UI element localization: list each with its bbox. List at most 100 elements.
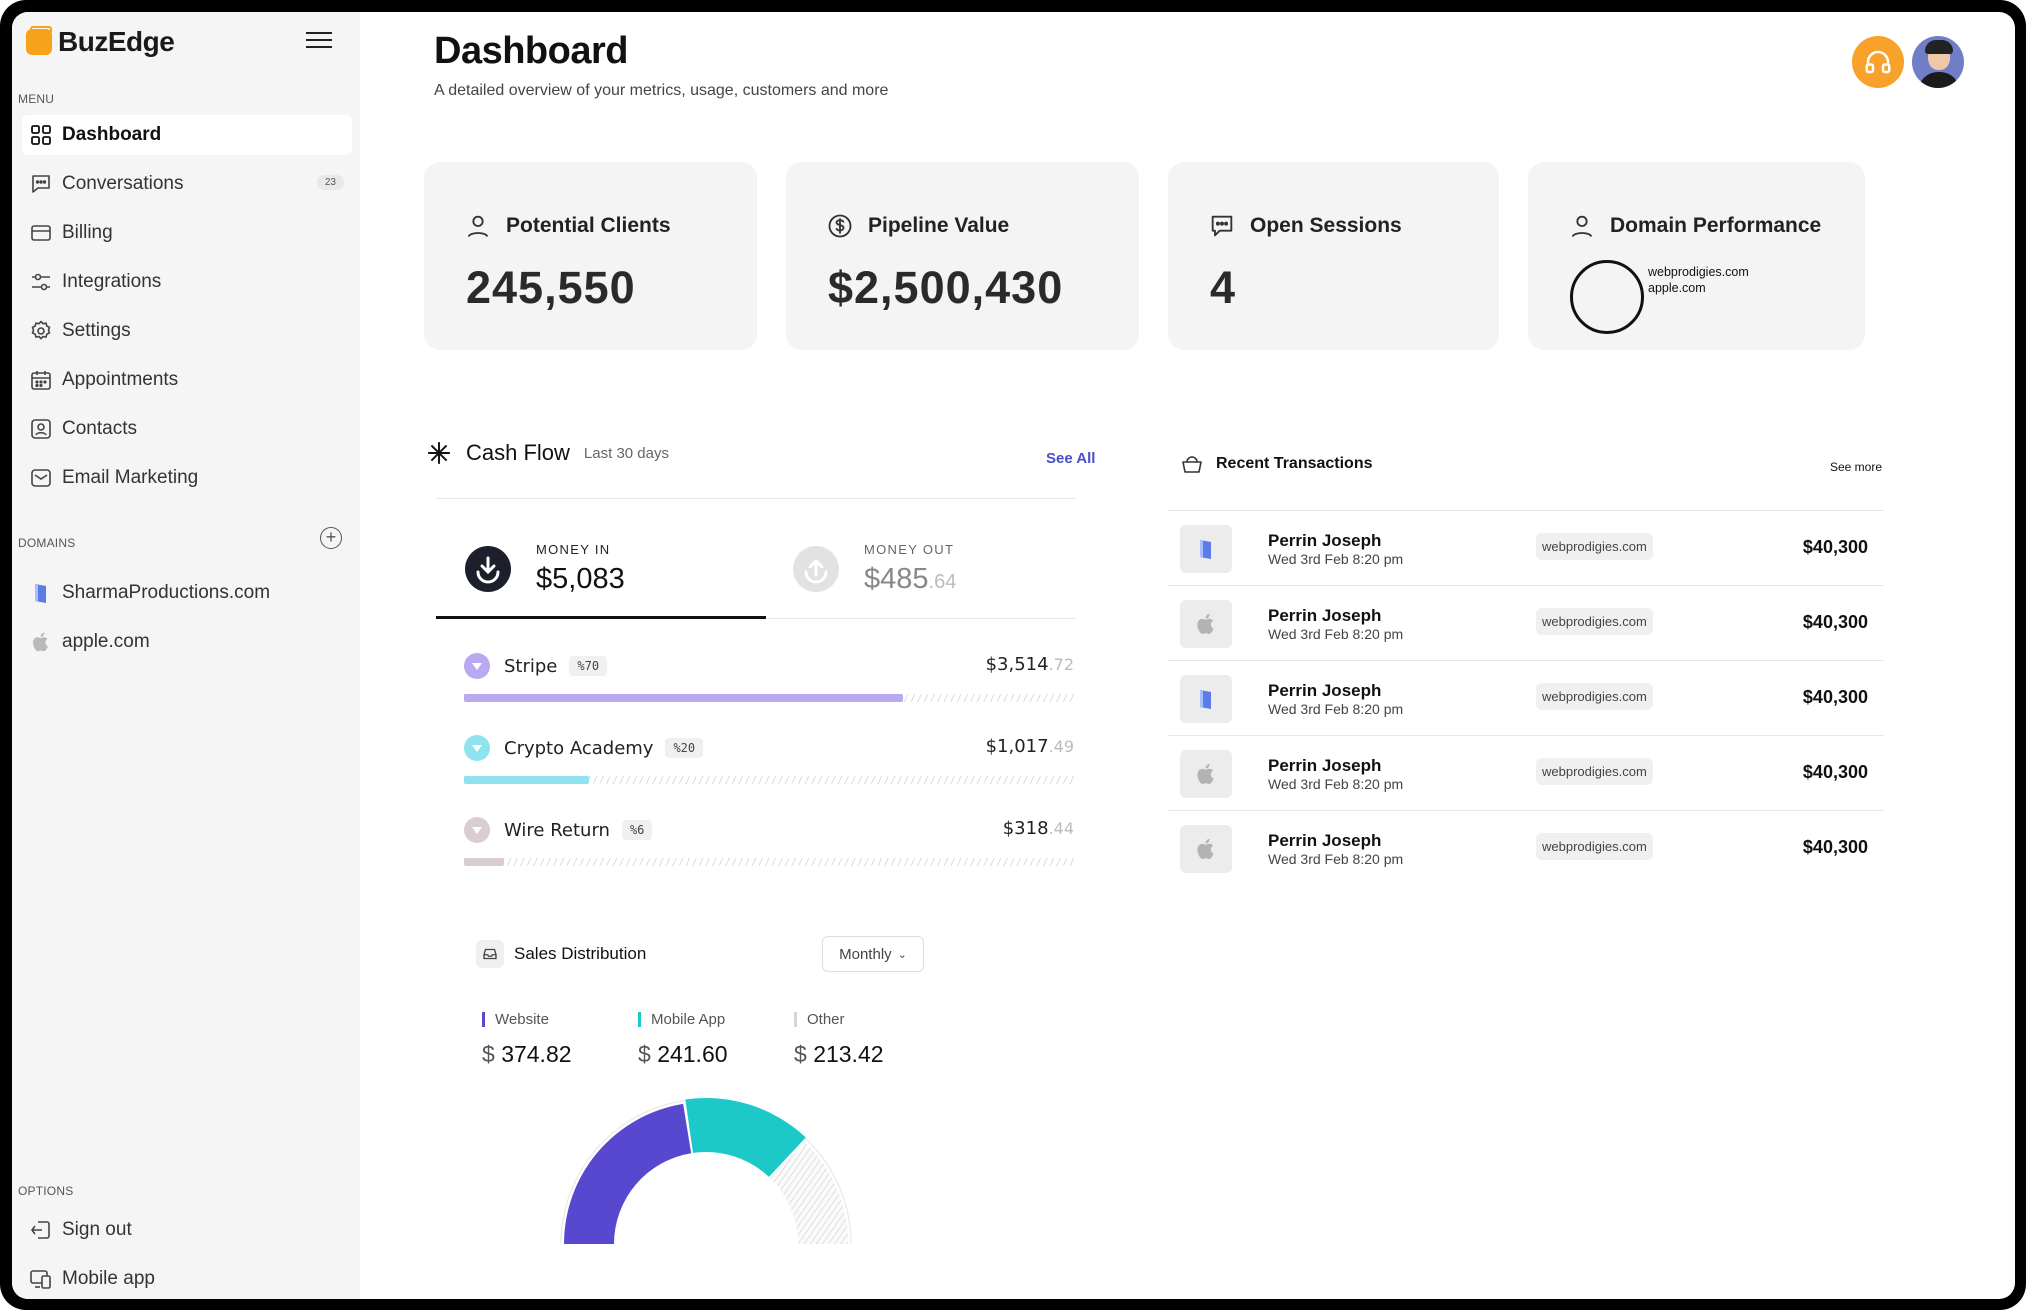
source-progress-bar — [464, 858, 1074, 866]
stat-value: 245,550 — [466, 262, 636, 313]
sales-legend-item: Other $ 213.42 — [794, 1012, 884, 1068]
legend-value: $ 374.82 — [482, 1041, 572, 1067]
stat-card-domain-performance: Domain Performance webprodigies.com appl… — [1528, 162, 1865, 350]
source-progress-bar — [464, 694, 1074, 702]
inbox-icon — [476, 940, 504, 968]
money-in-tab[interactable]: MONEY IN $5,083 — [464, 542, 625, 596]
legend-name: Mobile App — [638, 1012, 728, 1027]
cashflow-source-row[interactable]: Stripe %70 $3,514.72 — [464, 652, 1074, 702]
transaction-amount: $40,300 — [1802, 837, 1868, 857]
domains-section-label: DOMAINS — [18, 536, 76, 550]
chevron-down-icon: ⌄ — [897, 948, 907, 961]
transaction-row[interactable]: Perrin Joseph Wed 3rd Feb 8:20 pm webprodi… — [1168, 810, 1884, 885]
triangle-down-icon — [464, 817, 490, 843]
transaction-name: Perrin Joseph — [1268, 756, 1382, 775]
apple-icon — [1180, 825, 1232, 873]
main-content: Dashboard A detailed overview of your me… — [360, 12, 2015, 1299]
cashflow-source-row[interactable]: Wire Return %6 $318.44 — [464, 816, 1074, 866]
sidebar-item-dashboard[interactable]: Dashboard — [22, 115, 352, 155]
transaction-amount: $40,300 — [1802, 537, 1868, 557]
legend-value: $ 241.60 — [638, 1041, 728, 1067]
apple-icon — [1180, 750, 1232, 798]
sidebar-domain-apple[interactable]: apple.com — [22, 622, 352, 662]
money-in-value: $5,083 — [536, 563, 625, 595]
source-percent: %70 — [569, 656, 608, 676]
transaction-amount: $40,300 — [1802, 687, 1868, 707]
mobile-app-button[interactable]: Mobile app — [22, 1259, 352, 1299]
signout-icon — [28, 1217, 54, 1243]
sidebar-item-label: Billing — [62, 222, 113, 243]
sidebar-item-billing[interactable]: Billing — [22, 213, 352, 253]
sidebar-item-integrations[interactable]: Integrations — [22, 262, 352, 302]
cashflow-source-row[interactable]: Crypto Academy %20 $1,017.49 — [464, 734, 1074, 784]
divider — [1168, 810, 1884, 811]
basket-icon — [1182, 456, 1202, 473]
sidebar-item-label: Dashboard — [62, 124, 162, 145]
apple-icon — [1180, 600, 1232, 648]
transaction-row[interactable]: Perrin Joseph Wed 3rd Feb 8:20 pm webprodi… — [1168, 735, 1884, 810]
domain-performance-ring — [1570, 260, 1644, 334]
legend-value: $ 213.42 — [794, 1041, 884, 1067]
source-amount: $318.44 — [1002, 818, 1074, 839]
sidebar-domain-sharmaproductions[interactable]: SharmaProductions.com — [22, 573, 352, 613]
user-avatar[interactable] — [1912, 36, 1964, 88]
transaction-amount: $40,300 — [1802, 762, 1868, 782]
brand-name: BuzEdge — [58, 26, 175, 57]
upload-circle-icon — [793, 546, 839, 592]
money-out-tab[interactable]: MONEY OUT $485.64 — [792, 542, 956, 596]
legend-name: Other — [794, 1012, 884, 1027]
sales-distribution-title: Sales Distribution — [514, 944, 647, 963]
dollar-icon — [828, 214, 852, 238]
transaction-row[interactable]: Perrin Joseph Wed 3rd Feb 8:20 pm webprodi… — [1168, 585, 1884, 660]
gauge-segment-other[interactable] — [770, 1142, 848, 1244]
calendar-icon — [28, 367, 54, 393]
see-all-link[interactable]: See All — [1046, 450, 1096, 467]
stat-title: Pipeline Value — [868, 214, 1010, 237]
page-subtitle: A detailed overview of your metrics, usa… — [434, 82, 889, 99]
gauge-segment-mobile-app[interactable] — [685, 1098, 806, 1177]
period-select[interactable]: Monthly ⌄ — [822, 936, 924, 972]
transaction-amount: $40,300 — [1802, 612, 1868, 632]
source-name: Stripe — [504, 655, 558, 677]
stat-card-open-sessions: Open Sessions 4 — [1168, 162, 1499, 350]
stat-title: Domain Performance — [1610, 214, 1822, 237]
transaction-row[interactable]: Perrin Joseph Wed 3rd Feb 8:20 pm webprodi… — [1168, 510, 1884, 585]
add-domain-icon[interactable]: + — [320, 527, 342, 549]
transaction-row[interactable]: Perrin Joseph Wed 3rd Feb 8:20 pm webprodi… — [1168, 660, 1884, 735]
source-progress-fill — [464, 858, 504, 866]
transaction-domain-badge: webprodigies.com — [1536, 758, 1653, 785]
book-icon — [28, 580, 54, 606]
download-circle-icon — [465, 546, 511, 592]
sidebar-item-contacts[interactable]: Contacts — [22, 409, 352, 449]
see-more-link[interactable]: See more — [1830, 460, 1883, 474]
sales-gauge-chart — [560, 1098, 852, 1245]
transaction-domain-badge: webprodigies.com — [1536, 608, 1653, 635]
transaction-date: Wed 3rd Feb 8:20 pm — [1268, 851, 1404, 867]
sales-distribution-header: Sales Distribution — [476, 940, 646, 968]
stat-value: 4 — [1210, 262, 1237, 313]
sign-out-button[interactable]: Sign out — [22, 1210, 352, 1250]
transaction-domain-badge: webprodigies.com — [1536, 683, 1653, 710]
stat-title: Open Sessions — [1250, 214, 1402, 237]
period-select-value: Monthly — [839, 945, 892, 963]
support-button[interactable] — [1852, 36, 1904, 88]
hamburger-menu-icon[interactable] — [306, 32, 332, 50]
transaction-date: Wed 3rd Feb 8:20 pm — [1268, 701, 1404, 717]
asterisk-icon — [428, 442, 450, 464]
sidebar-item-conversations[interactable]: Conversations 23 — [22, 164, 352, 204]
sidebar-item-label: Contacts — [62, 418, 137, 439]
sidebar-item-email-marketing[interactable]: Email Marketing — [22, 458, 352, 498]
chat-icon — [28, 171, 54, 197]
transaction-name: Perrin Joseph — [1268, 831, 1382, 850]
transaction-name: Perrin Joseph — [1268, 681, 1382, 700]
sidebar: BuzEdge MENU Dashboard Conversations 23 … — [12, 12, 360, 1299]
gauge-segment-website[interactable] — [564, 1103, 692, 1244]
sidebar-item-appointments[interactable]: Appointments — [22, 360, 352, 400]
brand[interactable]: BuzEdge — [26, 26, 175, 58]
cashflow-header: Cash Flow Last 30 days — [426, 440, 669, 466]
stat-title: Potential Clients — [506, 214, 671, 237]
sidebar-item-settings[interactable]: Settings — [22, 311, 352, 351]
sidebar-item-label: apple.com — [62, 631, 150, 652]
active-tab-indicator — [436, 616, 766, 619]
sidebar-item-label: Integrations — [62, 271, 162, 292]
